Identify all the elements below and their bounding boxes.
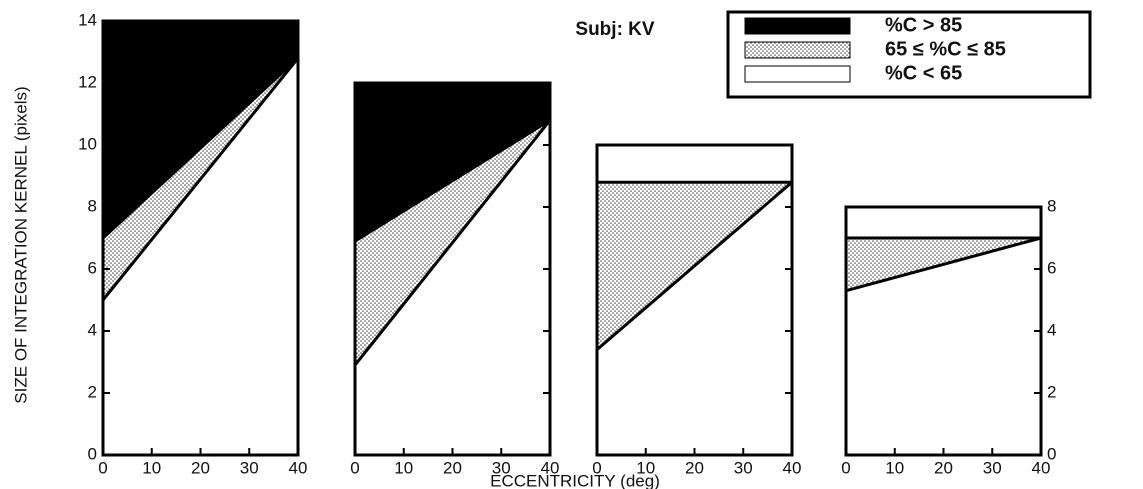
legend-swatch	[744, 17, 851, 35]
y-tick-label: 4	[1047, 320, 1056, 339]
x-tick-label: 30	[734, 458, 753, 477]
y-tick-label: 2	[88, 382, 97, 401]
lower-boundary	[596, 181, 793, 351]
x-tick-label: 10	[142, 458, 161, 477]
x-tick-label: 30	[983, 458, 1002, 477]
x-tick-label: 0	[592, 458, 601, 477]
x-tick-label: 10	[636, 458, 655, 477]
x-tick-label: 20	[191, 458, 210, 477]
lower-boundary	[353, 119, 552, 367]
x-tick-label: 10	[885, 458, 904, 477]
legend-label: %C < 65	[885, 62, 962, 84]
y-tick-label: 6	[1047, 258, 1056, 277]
x-tick-label: 40	[289, 458, 308, 477]
x-tick-label: 10	[394, 458, 413, 477]
x-tick-label: 20	[685, 458, 704, 477]
region-top	[103, 21, 298, 238]
lower-boundary	[845, 236, 1042, 293]
y-tick-label: 4	[88, 320, 97, 339]
x-tick-label: 0	[98, 458, 107, 477]
y-tick-label: 10	[78, 134, 97, 153]
y-tick-label: 12	[78, 72, 97, 91]
region-top	[355, 83, 550, 242]
x-tick-label: 30	[492, 458, 511, 477]
y-axis-label: SIZE OF INTEGRATION KERNEL (pixels)	[11, 86, 30, 403]
x-tick-label: 20	[934, 458, 953, 477]
y-tick-label: 14	[78, 10, 97, 29]
y-tick-label: 8	[88, 196, 97, 215]
region-top	[846, 207, 1041, 238]
title: Subj: KV	[575, 19, 654, 40]
x-tick-label: 40	[541, 458, 560, 477]
x-tick-label: 30	[240, 458, 259, 477]
legend-label: 65 ≤ %C ≤ 85	[885, 38, 1006, 60]
x-tick-label: 0	[350, 458, 359, 477]
upper-boundary	[354, 118, 551, 243]
region-top	[597, 145, 792, 183]
y-tick-label: 0	[1047, 444, 1056, 463]
y-tick-label: 0	[88, 444, 97, 463]
lower-boundary	[101, 57, 300, 301]
y-tick-label: 6	[88, 258, 97, 277]
x-tick-label: 20	[443, 458, 462, 477]
y-tick-label: 8	[1047, 196, 1056, 215]
x-tick-label: 40	[1032, 458, 1051, 477]
legend-label: %C > 85	[885, 14, 962, 36]
x-tick-label: 0	[841, 458, 850, 477]
legend-swatch	[744, 41, 851, 59]
x-tick-label: 40	[783, 458, 802, 477]
y-tick-label: 2	[1047, 382, 1056, 401]
legend-swatch	[744, 65, 851, 83]
x-axis-label: ECCENTRICITY (deg)	[490, 471, 660, 489]
upper-boundary	[101, 57, 300, 240]
